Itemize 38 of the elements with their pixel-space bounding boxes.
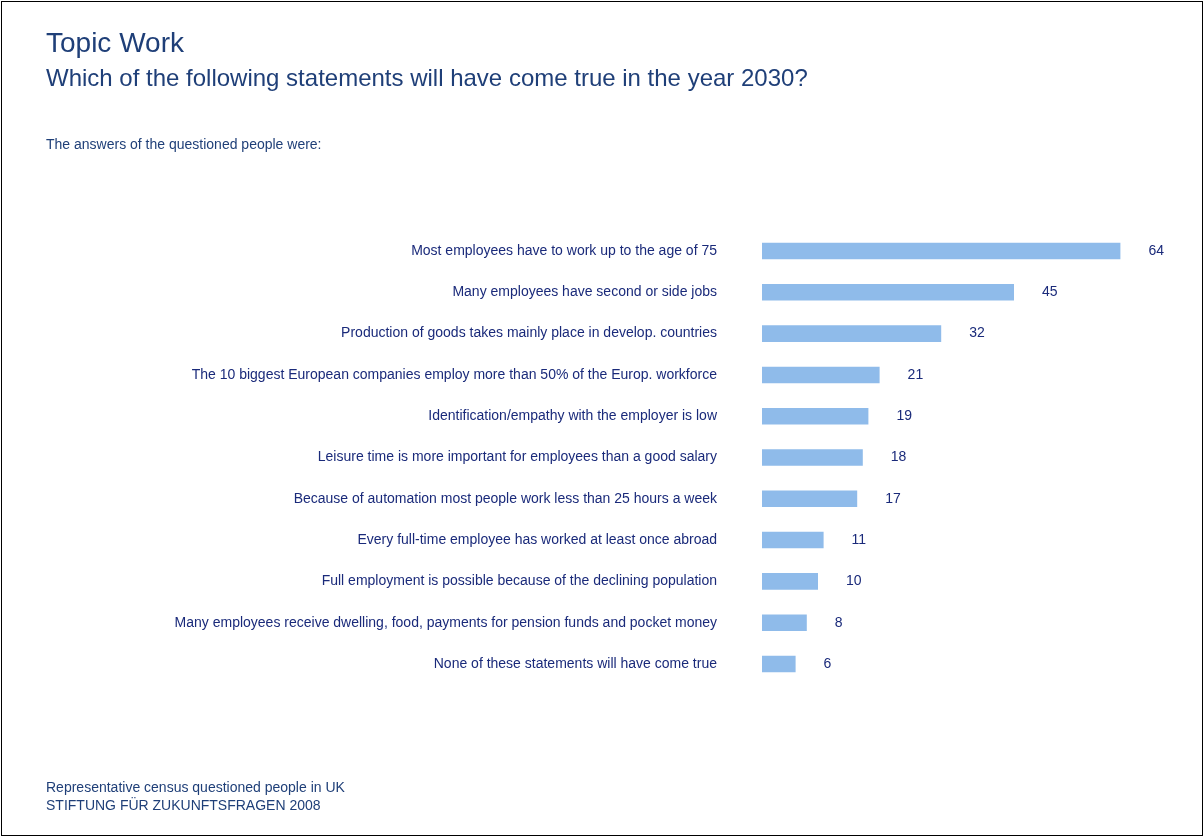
y-tick-label: Production of goods takes mainly place in develop. countries bbox=[341, 324, 717, 341]
bar bbox=[762, 325, 942, 342]
bar bbox=[762, 284, 1014, 301]
data-label: 21 bbox=[907, 365, 924, 382]
y-tick-label: Every full-time employee has worked at least once abroad bbox=[357, 530, 717, 547]
data-label: 18 bbox=[890, 448, 907, 465]
bar bbox=[762, 366, 880, 384]
bar bbox=[762, 449, 863, 466]
data-label: 10 bbox=[846, 572, 862, 589]
bar bbox=[762, 655, 796, 673]
text: The answers of the questioned people were: bbox=[46, 136, 322, 152]
text: Representative census questioned people in UK bbox=[46, 779, 345, 795]
data-label: 45 bbox=[1042, 283, 1058, 300]
y-tick-label: Many employees receive dwelling, food, payments for pension funds and pocket money bbox=[174, 613, 717, 630]
y-tick-label: Identification/empathy with the employer is low bbox=[428, 407, 718, 424]
bar bbox=[762, 407, 869, 425]
bar bbox=[762, 614, 807, 631]
y-tick-label: The 10 biggest European companies employ more than 50% of the Europ. workforce bbox=[191, 365, 718, 382]
bar bbox=[762, 490, 858, 508]
data-label: 17 bbox=[885, 489, 901, 506]
bar bbox=[762, 242, 1121, 260]
bar bbox=[762, 573, 818, 590]
data-label: 19 bbox=[896, 407, 913, 424]
y-tick-label: None of these statements will have come true bbox=[433, 654, 718, 671]
y-tick-label: Many employees have second or side jobs bbox=[452, 283, 717, 300]
data-label: 11 bbox=[851, 530, 867, 547]
data-label: 8 bbox=[834, 613, 843, 630]
y-tick-label: Most employees have to work up to the age of 75 bbox=[411, 241, 718, 258]
data-label: 6 bbox=[823, 654, 832, 671]
text: STIFTUNG FÜR ZUKUNFTSFRAGEN 2008 bbox=[46, 797, 321, 813]
y-tick-label: Because of automation most people work less than 25 hours a week bbox=[293, 489, 718, 506]
data-label: 64 bbox=[1148, 241, 1165, 258]
y-tick-label: Full employment is possible because of the declining population bbox=[321, 572, 717, 589]
y-tick-label: Leisure time is more important for employees than a good salary bbox=[317, 448, 717, 465]
text: Topic Work bbox=[46, 27, 184, 59]
text: Which of the following statements will have come true in the year 2030? bbox=[46, 64, 808, 92]
data-label: 32 bbox=[969, 324, 985, 341]
bar bbox=[762, 531, 824, 549]
